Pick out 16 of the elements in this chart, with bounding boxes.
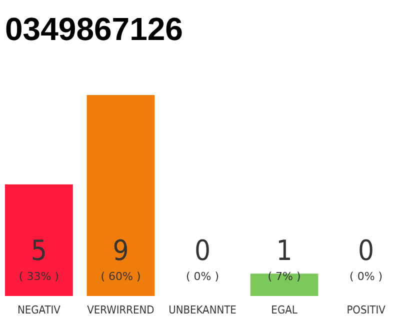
x-tick-label: EGAL — [271, 304, 298, 316]
data-label: 0 — [358, 234, 374, 267]
annotation: ( 0% ) — [186, 270, 220, 283]
data-label: 9 — [112, 234, 129, 267]
annotation: ( 0% ) — [350, 270, 383, 283]
annotation: ( 60% ) — [100, 270, 141, 283]
annotation: ( 7% ) — [268, 270, 301, 283]
x-tick-label: POSITIV — [346, 304, 386, 316]
chart-title: 0349867126 — [5, 11, 183, 47]
x-tick-label: NEGATIV — [17, 304, 61, 316]
x-tick-label: UNBEKANNTE — [168, 304, 236, 316]
x-tick-label: VERWIRREND — [87, 304, 155, 316]
annotation: ( 33% ) — [18, 270, 59, 283]
data-label: 1 — [276, 234, 292, 267]
data-label: 5 — [30, 234, 47, 267]
data-label: 0 — [194, 234, 211, 267]
